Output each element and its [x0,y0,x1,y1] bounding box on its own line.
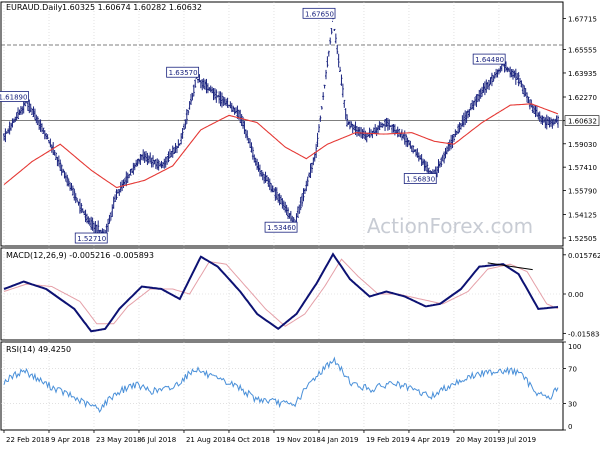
macd-line [3,252,559,333]
x-tick-label: 4 Oct 2018 [231,436,270,444]
price-annotations: 1.61890 1.52710 1.63570 1.53460 1.67650 1.568… [0,7,506,244]
pivot-label: 1.64480 [475,56,504,64]
y-tick-label: 1.57410 [568,164,597,172]
x-tick-label: 19 Feb 2019 [366,436,410,444]
moving-average-line [3,103,559,189]
rsi-line [3,356,559,413]
y-tick-label: 1.62270 [568,94,597,102]
y-tick-label: 30 [568,401,577,409]
x-tick-label: 9 Apr 2018 [51,436,90,444]
pivot-label: 1.67650 [305,10,334,18]
x-tick-label: 22 Feb 2018 [6,436,50,444]
date-axis: 22 Feb 2018 9 Apr 2018 23 May 2018 6 Jul 20… [3,430,536,444]
rsi-title: RSI(14) 49.4250 [6,345,71,354]
macd-y-axis: 0.015762 0.00 -0.015834 [563,252,600,338]
y-tick-label: 0 [568,423,572,431]
pivot-label-box [74,232,108,244]
y-tick-label: 1.55790 [568,188,597,196]
candlestick-series [3,12,559,240]
pivot-label-box [166,66,200,78]
pivot-label-box [403,173,437,184]
rsi-y-axis: 100 70 30 0 [563,341,581,431]
current-price-box [564,115,600,126]
watermark: ActionForex.com [367,214,533,238]
rsi-grid [1,342,563,430]
rsi-panel-frame [0,341,564,431]
y-tick-label: 1.63935 [568,70,597,78]
y-tick-label: 1.67715 [568,15,597,23]
macd-trendline [487,262,533,271]
pivot-label-box [302,7,336,19]
macd-grid [1,248,563,340]
y-tick-label: 1.60632 [568,118,597,126]
pivot-label: 1.56830 [406,176,435,184]
y-tick-label: 1.65555 [568,47,597,55]
y-tick-label: 1.52505 [568,235,597,243]
y-tick-label: 1.54125 [568,212,597,220]
chart-symbol: EURAUD.Daily [6,3,63,12]
x-tick-label: 21 Aug 2018 [186,436,231,444]
y-tick-label: 100 [568,343,581,351]
x-tick-label: 6 Jul 2018 [141,436,176,444]
macd-signal-line [3,258,559,327]
y-tick-label: 1.59030 [568,141,597,149]
pivot-label: 1.63570 [169,69,198,77]
y-tick-label: 70 [568,365,577,373]
x-tick-label: 23 May 2018 [96,436,142,444]
x-tick-label: 4 Jan 2019 [321,436,359,444]
pivot-label: 1.52710 [77,235,106,243]
y-tick-label: -0.015834 [568,330,600,338]
y-tick-label: 0.00 [568,291,584,299]
pivot-label-box [472,53,506,65]
pivot-label-box [0,91,29,102]
chart-ohlc: 1.60325 1.60674 1.60282 1.60632 [62,3,202,12]
x-tick-label: 20 May 2019 [456,436,502,444]
y-tick-label: 0.015762 [568,252,600,260]
pivot-label-box [264,221,298,233]
x-tick-label: 3 Jul 2019 [501,436,536,444]
price-y-axis: 1.67715 1.65555 1.63935 1.62270 1.60632 1.590… [563,15,600,243]
price-reference-lines [1,44,563,122]
macd-title: MACD(12,26,9) -0.005216 -0.005893 [6,251,154,260]
x-tick-label: 19 Nov 2018 [276,436,321,444]
pivot-label: 1.53460 [267,224,296,232]
price-panel-frame [0,1,564,247]
x-tick-label: 4 Apr 2019 [411,436,450,444]
pivot-label: 1.61890 [0,93,27,101]
